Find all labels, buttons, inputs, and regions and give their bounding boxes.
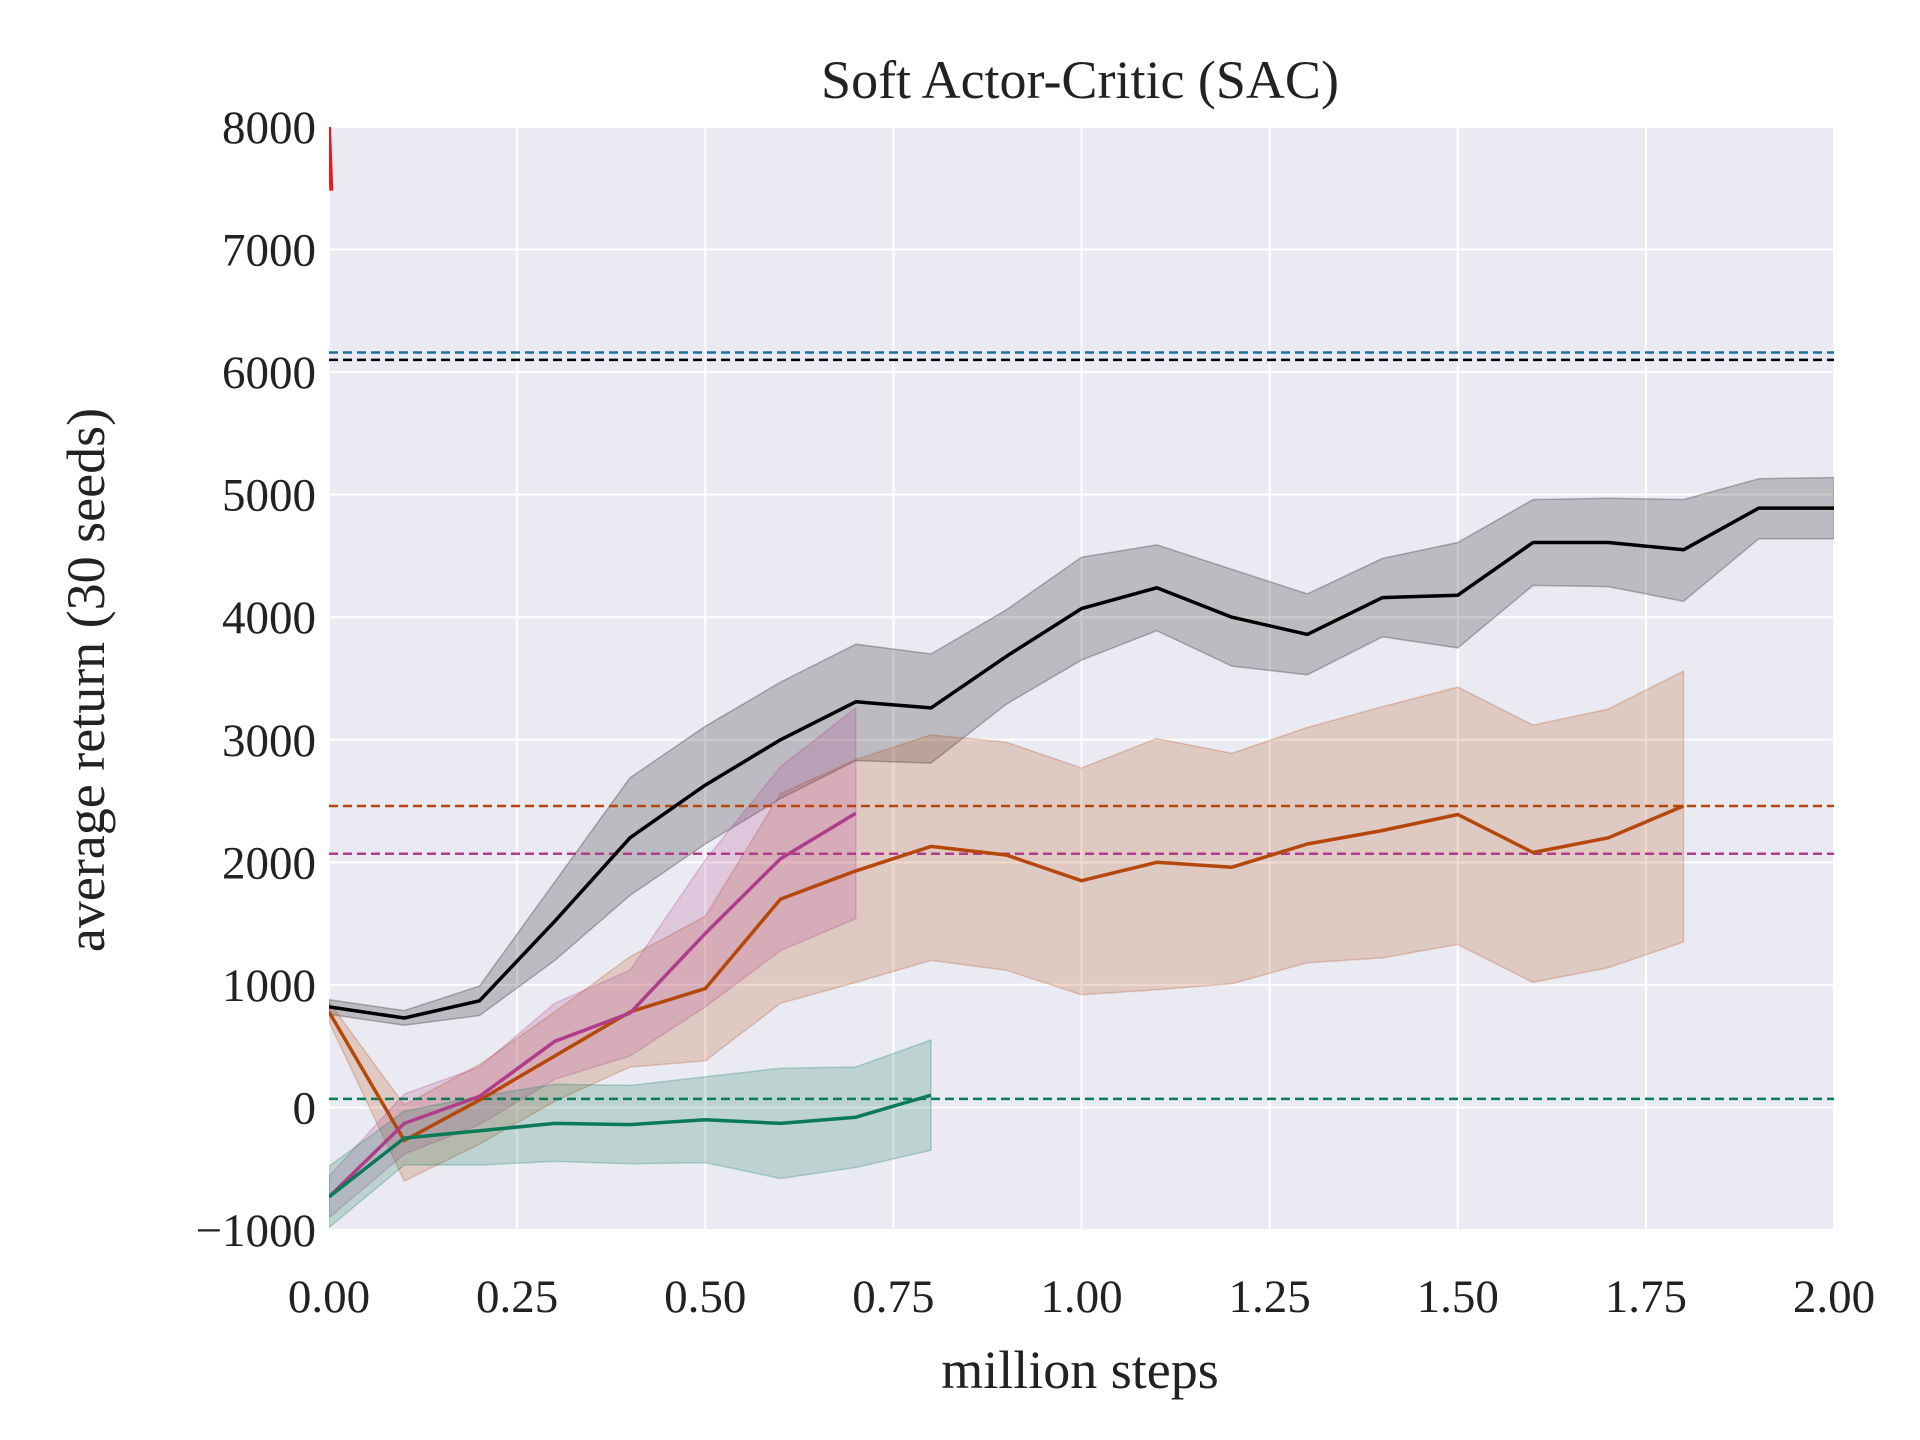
x-tick-label-0: 0.00 — [288, 1271, 370, 1323]
y-tick-label-6: 5000 — [222, 470, 316, 522]
series-1-line — [329, 804, 1685, 1143]
y-tick-label-0: −1000 — [195, 1205, 316, 1257]
x-axis-label: million steps — [941, 1340, 1219, 1400]
plot-marks — [329, 127, 1834, 1229]
series-0-band — [329, 476, 1834, 1027]
y-tick-label-5: 4000 — [222, 592, 316, 644]
x-tick-label-4: 1.00 — [1040, 1271, 1122, 1323]
x-tick-label-2: 0.50 — [664, 1271, 746, 1323]
y-tick-label-8: 7000 — [222, 225, 316, 277]
plot-area: 0.00 0.25 0.50 0.75 1.00 1.25 1.50 1.75 2.00 −100… — [195, 102, 1875, 1323]
chart-title: Soft Actor-Critic (SAC) — [821, 50, 1339, 110]
x-tick-label-3: 0.75 — [852, 1271, 934, 1323]
series-3-line — [329, 1093, 932, 1199]
y-tick-label-9: 8000 — [222, 102, 316, 154]
x-tick-label-5: 1.25 — [1229, 1271, 1311, 1323]
series-1-band — [329, 669, 1685, 1183]
series-3-band — [329, 1038, 932, 1229]
series-2-line — [329, 811, 857, 1199]
y-axis-label: average return (30 seeds) — [56, 408, 116, 952]
y-tick-label-2: 1000 — [222, 960, 316, 1012]
series-0-line — [329, 506, 1834, 1020]
y-tick-label-1: 0 — [293, 1082, 317, 1134]
series-4-line — [329, 127, 334, 191]
x-tick-label-8: 2.00 — [1793, 1271, 1875, 1323]
x-tick-label-1: 0.25 — [476, 1271, 558, 1323]
x-tick-label-6: 1.50 — [1417, 1271, 1499, 1323]
x-tick-label-7: 1.75 — [1605, 1271, 1687, 1323]
y-tick-label-4: 3000 — [222, 715, 316, 767]
y-tick-label-3: 2000 — [222, 837, 316, 889]
y-tick-label-7: 6000 — [222, 347, 316, 399]
